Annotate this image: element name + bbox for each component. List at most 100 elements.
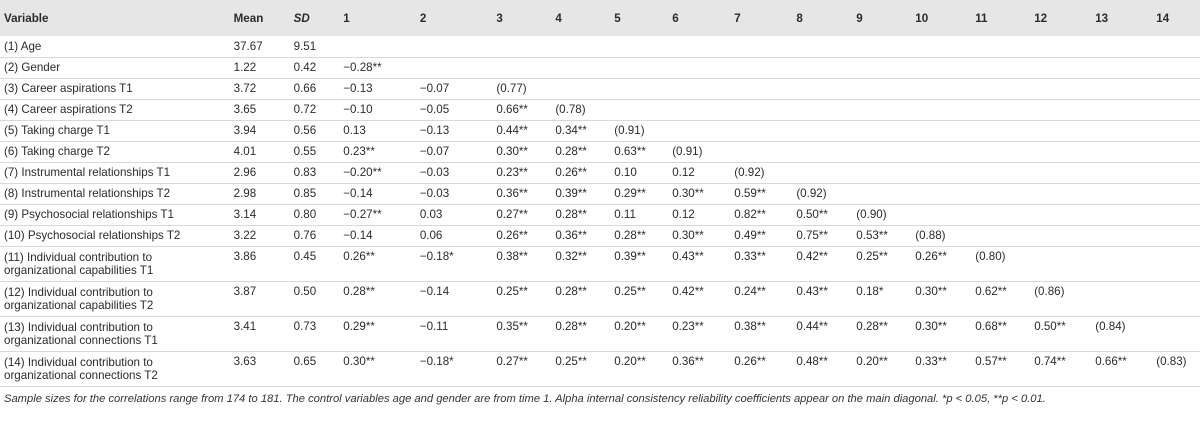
mean-value: 3.87 (233, 284, 257, 298)
correlation-cell (730, 36, 792, 57)
correlation-cell (492, 57, 551, 78)
sd-value: 0.45 (293, 249, 317, 263)
correlation-cell (971, 204, 1030, 225)
correlation-cell (1152, 281, 1200, 316)
correlation-cell (971, 162, 1030, 183)
header-col-6: 6 (672, 11, 679, 25)
correlation-cell: 0.35** (496, 319, 528, 333)
correlation-cell: 0.38** (496, 249, 528, 263)
correlation-cell: 0.33** (915, 354, 947, 368)
correlation-cell: −0.03 (419, 187, 450, 200)
correlation-cell: 0.12 (672, 208, 695, 221)
sd-value: 0.55 (293, 145, 317, 158)
correlation-cell: 0.23** (343, 145, 375, 158)
correlation-cell: −0.27** (343, 208, 382, 221)
correlation-cell: (0.83) (1156, 354, 1187, 368)
correlation-cell: 0.12 (672, 166, 695, 179)
correlation-cell: 0.30** (496, 145, 528, 158)
variable-name: (13) Individual contribution to organiza… (4, 320, 158, 347)
variable-name: (2) Gender (4, 61, 61, 74)
correlation-cell (1091, 141, 1152, 162)
variable-name: (9) Psychosocial relationships T1 (4, 208, 174, 221)
correlation-cell: 0.74** (1034, 354, 1066, 368)
header-sd: SD (293, 11, 310, 25)
header-col-12: 12 (1034, 11, 1048, 25)
correlation-cell (492, 36, 551, 57)
correlation-cell: 0.75** (796, 229, 828, 242)
correlation-cell: 0.36** (496, 187, 528, 200)
correlation-cell: 0.28** (343, 284, 375, 298)
variable-name: (12) Individual contribution to organiza… (4, 285, 154, 312)
table-header-row: Variable Mean SD 1 2 3 4 5 6 7 8 9 10 11 12 13 14 (0, 0, 1200, 36)
correlation-cell (971, 57, 1030, 78)
variable-name: (7) Instrumental relationships T1 (4, 166, 171, 179)
table-row: (2) Gender 1.22 0.42 −0.28** (0, 57, 1200, 78)
correlation-cell: 0.28** (614, 229, 646, 242)
correlation-cell (730, 57, 792, 78)
correlation-cell (1030, 204, 1091, 225)
correlation-cell: 0.26** (734, 354, 766, 368)
correlation-cell (1091, 281, 1152, 316)
header-variable: Variable (4, 11, 49, 25)
correlation-cell: 0.63** (614, 145, 646, 158)
correlation-cell: 0.30** (343, 354, 375, 368)
correlation-cell: (0.77) (496, 82, 527, 95)
correlation-cell: 0.62** (975, 284, 1007, 298)
correlation-cell: 0.34** (555, 124, 587, 137)
table-row: (14) Individual contribution to organiza… (0, 351, 1200, 386)
correlation-cell: (0.78) (555, 103, 586, 116)
correlation-cell (852, 36, 911, 57)
correlation-cell: 0.29** (343, 319, 375, 333)
correlation-cell (792, 162, 852, 183)
table-row: (7) Instrumental relationships T1 2.96 0.8… (0, 162, 1200, 183)
correlation-cell (971, 120, 1030, 141)
correlation-cell: 0.29** (614, 187, 646, 200)
correlation-cell (1030, 99, 1091, 120)
correlation-cell (1091, 120, 1152, 141)
correlation-cell: (0.88) (915, 229, 946, 242)
correlation-cell: 0.27** (496, 354, 528, 368)
correlation-cell: 0.66** (1095, 354, 1127, 368)
mean-value: 3.72 (233, 82, 257, 95)
correlation-cell: −0.11 (419, 319, 449, 333)
correlation-cell (730, 141, 792, 162)
correlation-cell: −0.03 (419, 166, 450, 179)
correlation-cell: −0.14 (419, 284, 450, 298)
correlation-cell (852, 78, 911, 99)
correlation-cell: 0.03 (419, 208, 443, 221)
correlation-cell: 0.48** (796, 354, 828, 368)
variable-name: (8) Instrumental relationships T2 (4, 187, 171, 200)
correlation-cell: 0.38** (734, 319, 766, 333)
sd-value: 0.80 (293, 208, 317, 221)
correlation-cell: 0.59** (734, 187, 766, 200)
correlation-cell: −0.07 (419, 145, 450, 158)
correlation-cell (668, 99, 730, 120)
correlation-cell: (0.90) (856, 208, 887, 221)
correlation-cell: 0.39** (555, 187, 587, 200)
correlation-cell: −0.13 (419, 124, 450, 137)
correlation-cell (852, 162, 911, 183)
correlation-cell (1030, 57, 1091, 78)
variable-name: (6) Taking charge T2 (4, 145, 110, 158)
correlation-cell: 0.13 (343, 124, 366, 137)
correlation-cell: 0.27** (496, 208, 528, 221)
mean-value: 3.14 (233, 208, 257, 221)
correlation-cell: 0.30** (915, 284, 947, 298)
correlation-cell: 0.30** (915, 319, 947, 333)
correlation-cell: 0.50** (796, 208, 828, 221)
sd-value: 0.65 (293, 354, 317, 368)
correlation-cell: 0.23** (672, 319, 704, 333)
header-col-14: 14 (1156, 11, 1170, 25)
correlation-cell (416, 57, 493, 78)
correlation-cell (792, 99, 852, 120)
correlation-cell (852, 141, 911, 162)
correlation-cell (792, 120, 852, 141)
correlation-cell: 0.36** (672, 354, 704, 368)
correlation-cell: 0.28** (555, 284, 587, 298)
header-col-8: 8 (796, 11, 803, 25)
correlation-cell: 0.23** (496, 166, 528, 179)
correlation-cell: (0.80) (975, 249, 1006, 263)
correlation-cell (730, 78, 792, 99)
correlation-cell (668, 78, 730, 99)
correlation-cell: 0.26** (496, 229, 528, 242)
